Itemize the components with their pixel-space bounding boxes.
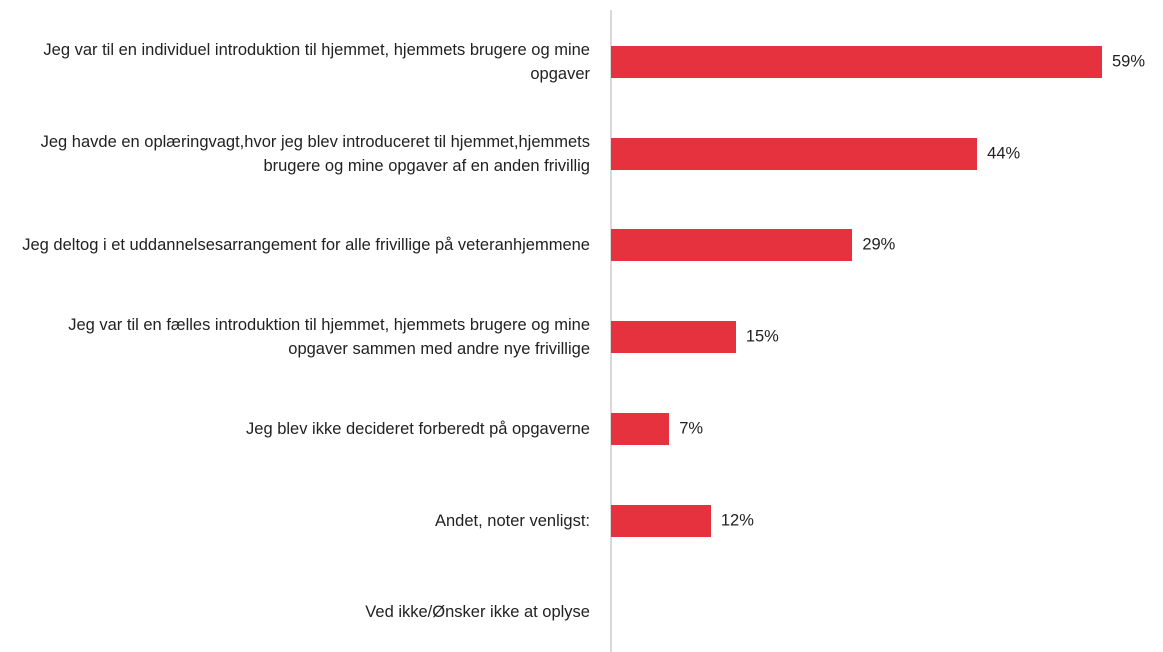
category-label: Jeg deltog i et uddannelsesarrangement f… xyxy=(22,236,590,255)
bar xyxy=(611,504,711,537)
category-label: Jeg var til en fælles introduktion til h… xyxy=(68,316,590,359)
value-label: 7% xyxy=(679,419,704,438)
bar xyxy=(611,412,670,445)
value-label: 15% xyxy=(745,327,779,346)
category-label: Jeg havde en oplæringvagt,hvor jeg blev … xyxy=(40,132,590,175)
bar xyxy=(611,46,1102,78)
value-label: 12% xyxy=(720,511,754,529)
bar xyxy=(611,321,736,354)
value-label: 59% xyxy=(1112,52,1146,71)
value-label: 29% xyxy=(862,235,896,254)
bar xyxy=(611,229,853,262)
category-label: Jeg var til en individuel introduktion t… xyxy=(43,41,590,83)
category-label: Ved ikke/Ønsker ikke at oplyse xyxy=(365,603,590,622)
category-label: Andet, noter venligst: xyxy=(434,511,590,530)
value-label: 44% xyxy=(987,144,1021,163)
bar xyxy=(611,137,978,170)
category-label: Jeg blev ikke decideret forberedt på opg… xyxy=(246,419,590,438)
